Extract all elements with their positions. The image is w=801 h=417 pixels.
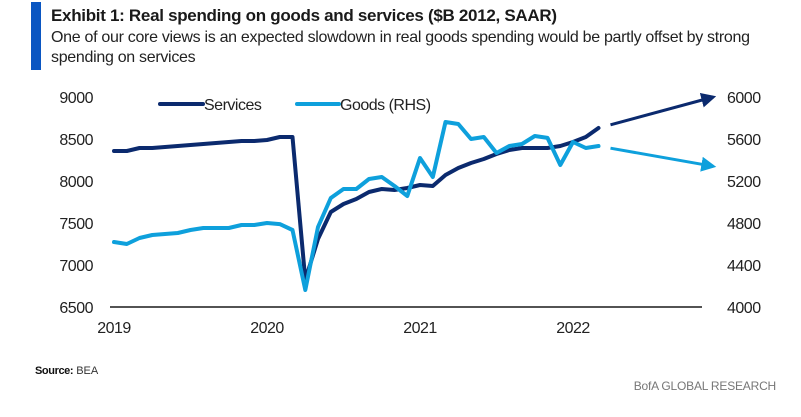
right-tick-label: 4800: [727, 216, 761, 233]
x-tick-label: 2022: [556, 320, 590, 337]
right-tick-label: 4000: [727, 300, 761, 317]
left-tick-label: 7500: [59, 216, 93, 233]
source-label: Source:: [35, 365, 74, 377]
chart-title: Exhibit 1: Real spending on goods and se…: [51, 6, 557, 25]
right-axis: 6000 5600 5200 4800 4400 4000: [727, 90, 762, 317]
brand-label: BofA GLOBAL RESEARCH: [633, 379, 776, 393]
title-accent-bar: [31, 2, 41, 70]
legend-label-goods: Goods (RHS): [340, 97, 431, 114]
x-tick-label: 2019: [97, 320, 131, 337]
x-axis: 2019 2020 2021 2022: [97, 320, 591, 337]
right-tick-label: 6000: [727, 90, 761, 107]
right-tick-label: 5200: [727, 174, 761, 191]
left-tick-label: 9000: [59, 90, 93, 107]
right-tick-label: 4400: [727, 258, 761, 275]
series-layer: [112, 92, 717, 292]
left-axis: 9000 8500 8000 7500 7000 6500: [59, 90, 94, 317]
source-note: Source: BEA: [35, 365, 98, 377]
x-tick-label: 2020: [250, 320, 284, 337]
x-tick-label: 2021: [403, 320, 437, 337]
services-line: [112, 126, 601, 282]
right-tick-label: 5600: [727, 132, 761, 149]
legend-label-services: Services: [204, 97, 262, 114]
chart-subtitle: One of our core views is an expected slo…: [51, 29, 750, 66]
legend: Services Goods (RHS): [158, 97, 431, 114]
services-projection-arrow: [610, 92, 717, 127]
left-tick-label: 8000: [59, 174, 93, 191]
left-tick-label: 6500: [59, 300, 93, 317]
left-tick-label: 8500: [59, 132, 93, 149]
source-value: BEA: [76, 365, 99, 377]
goods-line: [112, 120, 601, 292]
goods-projection-arrow: [610, 146, 717, 172]
left-tick-label: 7000: [59, 258, 93, 275]
